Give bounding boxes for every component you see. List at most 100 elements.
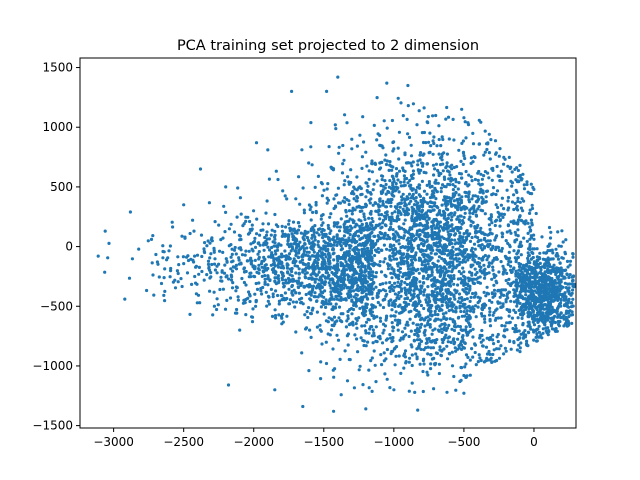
scatter-point xyxy=(495,164,499,169)
scatter-point xyxy=(294,330,298,334)
scatter-point xyxy=(526,311,530,315)
scatter-point xyxy=(411,321,415,325)
scatter-point xyxy=(523,275,528,279)
scatter-point xyxy=(538,271,542,275)
scatter-point xyxy=(168,275,172,279)
scatter-point xyxy=(350,147,354,151)
scatter-point xyxy=(341,143,345,148)
scatter-point xyxy=(414,209,418,213)
scatter-point xyxy=(481,344,485,348)
scatter-point xyxy=(482,153,486,157)
scatter-point xyxy=(487,176,491,180)
scatter-point xyxy=(355,175,359,179)
scatter-point xyxy=(337,151,341,155)
scatter-point xyxy=(345,228,350,232)
scatter-point xyxy=(253,275,257,279)
scatter-point xyxy=(496,245,500,249)
scatter-point xyxy=(518,350,522,354)
scatter-point xyxy=(348,233,352,237)
scatter-point xyxy=(303,313,307,317)
scatter-point xyxy=(469,295,473,299)
scatter-point xyxy=(500,212,504,216)
scatter-point xyxy=(397,277,401,281)
scatter-point xyxy=(432,387,436,391)
scatter-point xyxy=(417,193,421,197)
scatter-point xyxy=(393,210,397,214)
scatter-point xyxy=(441,228,446,232)
scatter-point xyxy=(476,305,480,309)
scatter-point xyxy=(488,306,492,310)
scatter-point xyxy=(519,218,523,222)
scatter-point xyxy=(364,281,368,285)
scatter-point xyxy=(513,230,517,234)
scatter-point xyxy=(431,328,435,332)
scatter-point xyxy=(378,289,383,293)
scatter-point xyxy=(181,255,185,259)
scatter-point xyxy=(376,263,380,267)
scatter-point xyxy=(368,258,372,262)
scatter-point xyxy=(206,262,211,266)
scatter-point xyxy=(562,295,566,299)
scatter-point xyxy=(248,258,252,262)
scatter-point xyxy=(367,287,372,291)
scatter-point xyxy=(293,264,297,268)
scatter-point xyxy=(393,304,397,309)
scatter-point xyxy=(348,322,352,326)
scatter-point xyxy=(490,300,494,304)
scatter-point xyxy=(445,161,449,165)
scatter-point xyxy=(302,233,306,237)
scatter-point xyxy=(460,298,464,302)
scatter-point xyxy=(546,333,550,337)
scatter-point xyxy=(492,348,496,352)
scatter-point xyxy=(407,291,411,295)
scatter-point xyxy=(571,288,575,292)
scatter-point xyxy=(515,304,519,308)
scatter-point xyxy=(417,234,421,239)
scatter-point xyxy=(463,260,467,264)
scatter-point xyxy=(367,331,371,335)
scatter-point xyxy=(499,316,503,320)
scatter-point xyxy=(432,217,436,222)
scatter-point xyxy=(365,246,370,250)
scatter-point xyxy=(162,293,166,297)
scatter-point xyxy=(350,238,354,242)
scatter-point xyxy=(422,318,427,322)
scatter-point xyxy=(237,233,241,237)
scatter-point xyxy=(411,211,415,216)
scatter-point xyxy=(231,281,235,285)
scatter-point xyxy=(305,284,309,288)
scatter-point xyxy=(437,255,441,259)
scatter-point xyxy=(456,247,461,251)
scatter-point xyxy=(361,307,365,311)
scatter-point xyxy=(535,339,539,343)
scatter-point xyxy=(426,246,430,250)
scatter-point xyxy=(526,261,531,265)
scatter-point xyxy=(287,219,291,223)
scatter-point xyxy=(528,325,532,329)
scatter-point xyxy=(354,292,358,297)
scatter-point xyxy=(413,332,417,337)
scatter-point xyxy=(451,117,455,121)
scatter-point xyxy=(449,274,453,278)
scatter-point xyxy=(384,217,388,221)
scatter-point xyxy=(407,389,411,393)
scatter-point xyxy=(518,273,522,277)
scatter-point xyxy=(335,270,339,275)
scatter-point xyxy=(426,352,430,356)
scatter-point xyxy=(340,272,344,276)
scatter-point xyxy=(486,244,490,248)
points-layer xyxy=(96,75,576,413)
scatter-point xyxy=(430,332,434,336)
scatter-point xyxy=(276,177,280,182)
scatter-point xyxy=(528,275,533,279)
scatter-point xyxy=(434,351,438,355)
scatter-point xyxy=(313,272,317,276)
scatter-point xyxy=(525,182,529,187)
scatter-point xyxy=(239,248,243,252)
scatter-point xyxy=(491,313,495,317)
scatter-point xyxy=(232,230,237,234)
scatter-point xyxy=(161,256,165,260)
scatter-point xyxy=(445,105,449,110)
scatter-point xyxy=(466,184,470,188)
scatter-point xyxy=(430,226,434,230)
